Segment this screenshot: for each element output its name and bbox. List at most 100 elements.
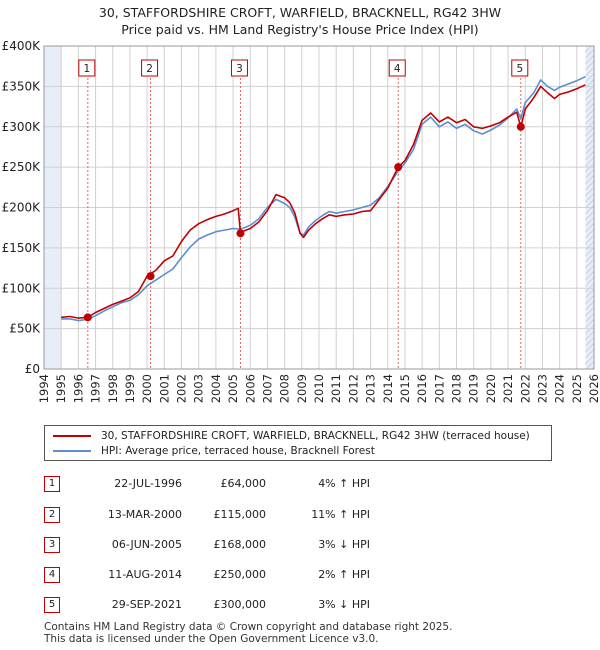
sale-date: 13-MAR-2000 bbox=[107, 508, 182, 521]
legend-swatch-price bbox=[53, 435, 91, 437]
legend-label-price: 30, STAFFORDSHIRE CROFT, WARFIELD, BRACK… bbox=[101, 430, 530, 442]
title-line-1: 30, STAFFORDSHIRE CROFT, WARFIELD, BRACK… bbox=[98, 5, 502, 20]
hatch-line bbox=[585, 97, 595, 107]
sale-point bbox=[146, 272, 155, 281]
hatch-line bbox=[585, 199, 595, 209]
sale-marker-number: 1 bbox=[83, 63, 90, 75]
footer: Contains HM Land Registry data © Crown c… bbox=[44, 621, 452, 645]
hatch-line bbox=[585, 241, 595, 251]
sale-marker-number: 2 bbox=[146, 63, 153, 75]
y-tick-label: £0 bbox=[25, 362, 40, 376]
hatch-line bbox=[585, 61, 595, 71]
legend-swatch-hpi bbox=[53, 450, 91, 452]
chart-title: 30, STAFFORDSHIRE CROFT, WARFIELD, BRACK… bbox=[0, 4, 600, 38]
hatch-line bbox=[585, 139, 595, 149]
footer-line-2: This data is licensed under the Open Gov… bbox=[44, 633, 379, 645]
hatch-line bbox=[585, 55, 595, 65]
sale-row: 1 22-JUL-1996 £64,000 4% ↑ HPI bbox=[44, 476, 584, 492]
hatch-line bbox=[585, 307, 595, 317]
hatch-line bbox=[585, 115, 595, 125]
hatch-line bbox=[585, 259, 595, 269]
hatch-line bbox=[585, 349, 595, 359]
hatch-line bbox=[585, 301, 595, 311]
sale-point bbox=[516, 122, 525, 131]
sale-marker-box bbox=[511, 59, 529, 77]
sale-hpi-diff: 3% ↓ HPI bbox=[318, 538, 370, 551]
hatch-line bbox=[585, 355, 595, 365]
x-tick-label: 2008 bbox=[278, 374, 292, 403]
hatch-line bbox=[585, 229, 595, 239]
sale-marker-box bbox=[230, 59, 248, 77]
sale-number-badge: 4 bbox=[44, 567, 60, 583]
x-tick-label: 2011 bbox=[329, 374, 343, 403]
hatch-line bbox=[585, 289, 595, 299]
hatch-line bbox=[585, 175, 595, 185]
x-tick-label: 2010 bbox=[312, 374, 326, 403]
hatch-line bbox=[585, 253, 595, 263]
hatch-line bbox=[585, 217, 595, 227]
x-tick-label: 2014 bbox=[381, 374, 395, 403]
x-tick-label: 2020 bbox=[484, 374, 498, 403]
legend: 30, STAFFORDSHIRE CROFT, WARFIELD, BRACK… bbox=[44, 425, 552, 461]
hatch-line bbox=[586, 361, 595, 370]
x-tick-label: 2018 bbox=[450, 374, 464, 403]
price-chart: £0 £50K £100K £150K £200K £250K £300K £350K £400… bbox=[2, 39, 600, 403]
x-tick-label: 2012 bbox=[346, 374, 360, 403]
sale-price: £64,000 bbox=[220, 477, 267, 490]
sale-date: 22-JUL-1996 bbox=[114, 477, 182, 490]
sale-date: 06-JUN-2005 bbox=[111, 538, 182, 551]
hatch-line bbox=[585, 121, 595, 131]
sale-marker-label: 2 bbox=[141, 59, 159, 77]
sale-date: 29-SEP-2021 bbox=[111, 598, 182, 611]
y-tick-label: £150K bbox=[2, 241, 42, 255]
hatch-line bbox=[585, 283, 595, 293]
x-tick-label: 2005 bbox=[226, 374, 240, 403]
x-tick-label: 2009 bbox=[295, 374, 309, 403]
sale-row: 5 29-SEP-2021 £300,000 3% ↓ HPI bbox=[44, 597, 584, 613]
x-tick-label: 2026 bbox=[587, 374, 600, 403]
hatch-line bbox=[585, 73, 595, 83]
hatch-line bbox=[585, 127, 595, 137]
hatch-line bbox=[585, 319, 595, 329]
sale-hpi-diff: 11% ↑ HPI bbox=[311, 508, 370, 521]
footer-line-1: Contains HM Land Registry data © Crown c… bbox=[44, 621, 453, 633]
sale-number-badge: 3 bbox=[44, 537, 60, 553]
hatch-line bbox=[585, 109, 595, 119]
y-tick-label: £300K bbox=[2, 120, 42, 134]
sale-marker-label: 5 bbox=[511, 59, 529, 77]
hatch-line bbox=[585, 181, 595, 191]
sale-marker-box bbox=[141, 59, 159, 77]
hatch-line bbox=[585, 277, 595, 287]
x-tick-label: 2001 bbox=[157, 374, 171, 403]
y-tick-label: £400K bbox=[2, 39, 42, 53]
x-tick-label: 2004 bbox=[209, 374, 223, 403]
hatch-line bbox=[585, 247, 595, 257]
hatch-line bbox=[585, 223, 595, 233]
x-tick-label: 2022 bbox=[518, 374, 532, 403]
sale-hpi-diff: 3% ↓ HPI bbox=[318, 598, 370, 611]
sale-point bbox=[83, 313, 92, 322]
hatch-line bbox=[585, 133, 595, 143]
sale-marker-box bbox=[78, 59, 96, 77]
x-tick-label: 2002 bbox=[175, 374, 189, 403]
price-series-line bbox=[61, 84, 586, 319]
hatch-line bbox=[585, 271, 595, 281]
hatch-line bbox=[585, 337, 595, 347]
x-tick-label: 2016 bbox=[415, 374, 429, 403]
x-tick-label: 2017 bbox=[432, 374, 446, 403]
y-tick-label: £50K bbox=[9, 322, 41, 336]
y-tick-label: £100K bbox=[2, 281, 42, 295]
y-tick-label: £350K bbox=[2, 79, 42, 93]
sale-marker-number: 3 bbox=[236, 63, 243, 75]
sale-hpi-diff: 4% ↑ HPI bbox=[318, 477, 370, 490]
y-tick-label: £250K bbox=[2, 160, 42, 174]
hatch-line bbox=[585, 313, 595, 323]
x-tick-label: 2024 bbox=[553, 374, 567, 403]
sale-number-badge: 2 bbox=[44, 507, 60, 523]
x-tick-label: 1994 bbox=[37, 374, 51, 403]
sale-marker-box bbox=[388, 59, 406, 77]
sale-price: £250,000 bbox=[213, 568, 267, 581]
sale-price: £115,000 bbox=[213, 508, 267, 521]
hatch-line bbox=[585, 169, 595, 179]
x-tick-label: 1999 bbox=[123, 374, 137, 403]
